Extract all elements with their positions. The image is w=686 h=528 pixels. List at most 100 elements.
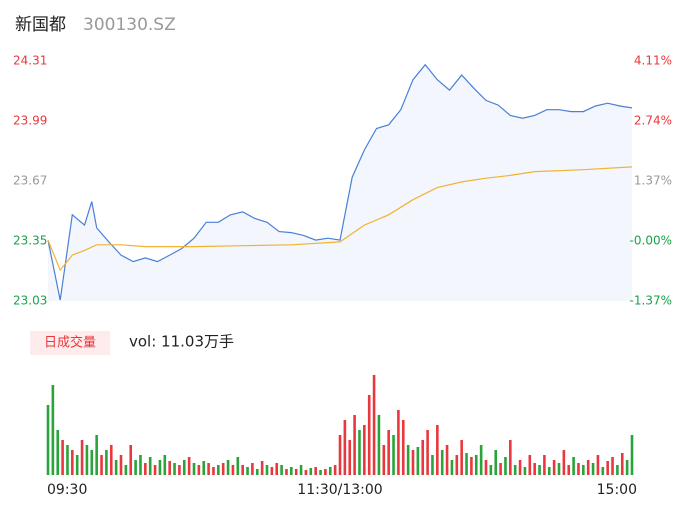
volume-bar: [163, 455, 167, 475]
volume-bar: [61, 440, 64, 475]
volume-bar: [192, 463, 196, 475]
volume-bar: [299, 465, 303, 475]
volume-bar: [372, 375, 376, 475]
volume-bar: [625, 460, 629, 475]
volume-bar: [465, 453, 468, 475]
volume-bar: [397, 410, 400, 475]
volume-bar: [421, 440, 425, 475]
volume-bar: [523, 467, 527, 475]
volume-bar: [236, 457, 240, 475]
volume-bar: [333, 465, 337, 475]
volume-bar: [221, 463, 225, 475]
volume-bar: [290, 467, 293, 475]
volume-bar: [80, 440, 84, 475]
volume-label: vol: 11.03万手: [129, 333, 234, 351]
volume-bar: [440, 450, 444, 475]
volume-button[interactable]: 日成交量: [44, 335, 96, 351]
volume-bar: [197, 465, 201, 475]
volume-bar: [139, 455, 142, 475]
volume-bar: [620, 453, 624, 475]
volume-bar: [426, 430, 429, 475]
volume-bar: [431, 455, 434, 475]
volume-bar: [596, 455, 600, 475]
volume-bar: [324, 469, 327, 475]
volume-bar: [363, 425, 366, 475]
volume-bar: [343, 420, 347, 475]
volume-bar: [95, 435, 98, 475]
volume-bar: [109, 445, 113, 475]
stock-code: 300130.SZ: [83, 15, 176, 35]
volume-bar: [66, 445, 69, 475]
volume-bar: [246, 467, 249, 475]
volume-bar: [586, 460, 590, 475]
volume-bar: [328, 467, 332, 475]
volume-bar: [416, 447, 420, 475]
x-tick-label: 15:00: [597, 482, 637, 498]
volume-bar: [260, 461, 264, 475]
volume-bar: [616, 465, 619, 475]
volume-bar: [338, 435, 342, 475]
volume-bar: [518, 460, 522, 475]
volume-bar: [611, 457, 614, 475]
volume-bar: [567, 465, 571, 475]
volume-bar: [557, 463, 561, 475]
volume-bar: [392, 435, 395, 475]
volume-bar: [212, 467, 215, 475]
price-area: [48, 64, 632, 301]
volume-bar: [552, 460, 556, 475]
volume-bar: [168, 461, 171, 475]
volume-bar: [387, 430, 390, 475]
volume-bar: [314, 467, 317, 475]
y2-tick-label: 1.37%: [634, 174, 672, 188]
volume-bar: [100, 455, 103, 475]
volume-bar: [217, 465, 220, 475]
y2-tick-label: 2.74%: [634, 114, 672, 128]
volume-bar: [275, 463, 279, 475]
volume-bar: [265, 465, 269, 475]
volume-bar: [114, 460, 118, 475]
volume-button-bg[interactable]: [30, 331, 110, 355]
price-line: [47, 63, 633, 301]
volume-bar: [513, 465, 517, 475]
volume-bar: [270, 467, 274, 475]
volume-bar: [71, 450, 74, 475]
y-tick-label: 23.99: [13, 114, 47, 128]
volume-bar: [528, 455, 532, 475]
volume-bar: [606, 461, 609, 475]
volume-bar: [367, 395, 371, 475]
volume-bar: [358, 430, 361, 475]
volume-bar: [144, 463, 147, 475]
volume-bar: [582, 465, 585, 475]
volume-bar: [309, 468, 313, 475]
volume-bar: [134, 460, 137, 475]
volume-bar: [543, 455, 546, 475]
volume-bar: [348, 440, 352, 475]
volume-bar: [285, 469, 288, 475]
volume-bar: [173, 463, 176, 475]
x-tick-label: 11:30/13:00: [297, 482, 382, 498]
volume-bar: [591, 463, 595, 475]
volume-bar: [46, 405, 50, 475]
volume-bar: [319, 470, 322, 475]
y-tick-label: 23.35: [13, 234, 47, 248]
volume-bar: [153, 465, 157, 475]
y2-tick-label: 4.11%: [634, 54, 672, 68]
volume-bar: [187, 457, 191, 475]
volume-bar: [129, 445, 133, 475]
volume-bar: [630, 435, 634, 475]
volume-bar: [509, 440, 512, 475]
volume-bar: [182, 460, 186, 475]
volume-bar: [479, 445, 483, 475]
volume-bar: [494, 450, 498, 475]
volume-bar: [51, 385, 55, 475]
y2-tick-label: -1.37%: [630, 294, 672, 308]
avg-line: [47, 166, 633, 272]
x-tick-label: 09:30: [47, 482, 87, 498]
y2-tick-label: -0.00%: [630, 234, 672, 248]
volume-bar: [470, 457, 473, 475]
y-tick-label: 23.03: [13, 294, 47, 308]
volume-bar: [401, 420, 405, 475]
stock-name: 新国都: [15, 15, 66, 35]
volume-bar: [231, 465, 235, 475]
